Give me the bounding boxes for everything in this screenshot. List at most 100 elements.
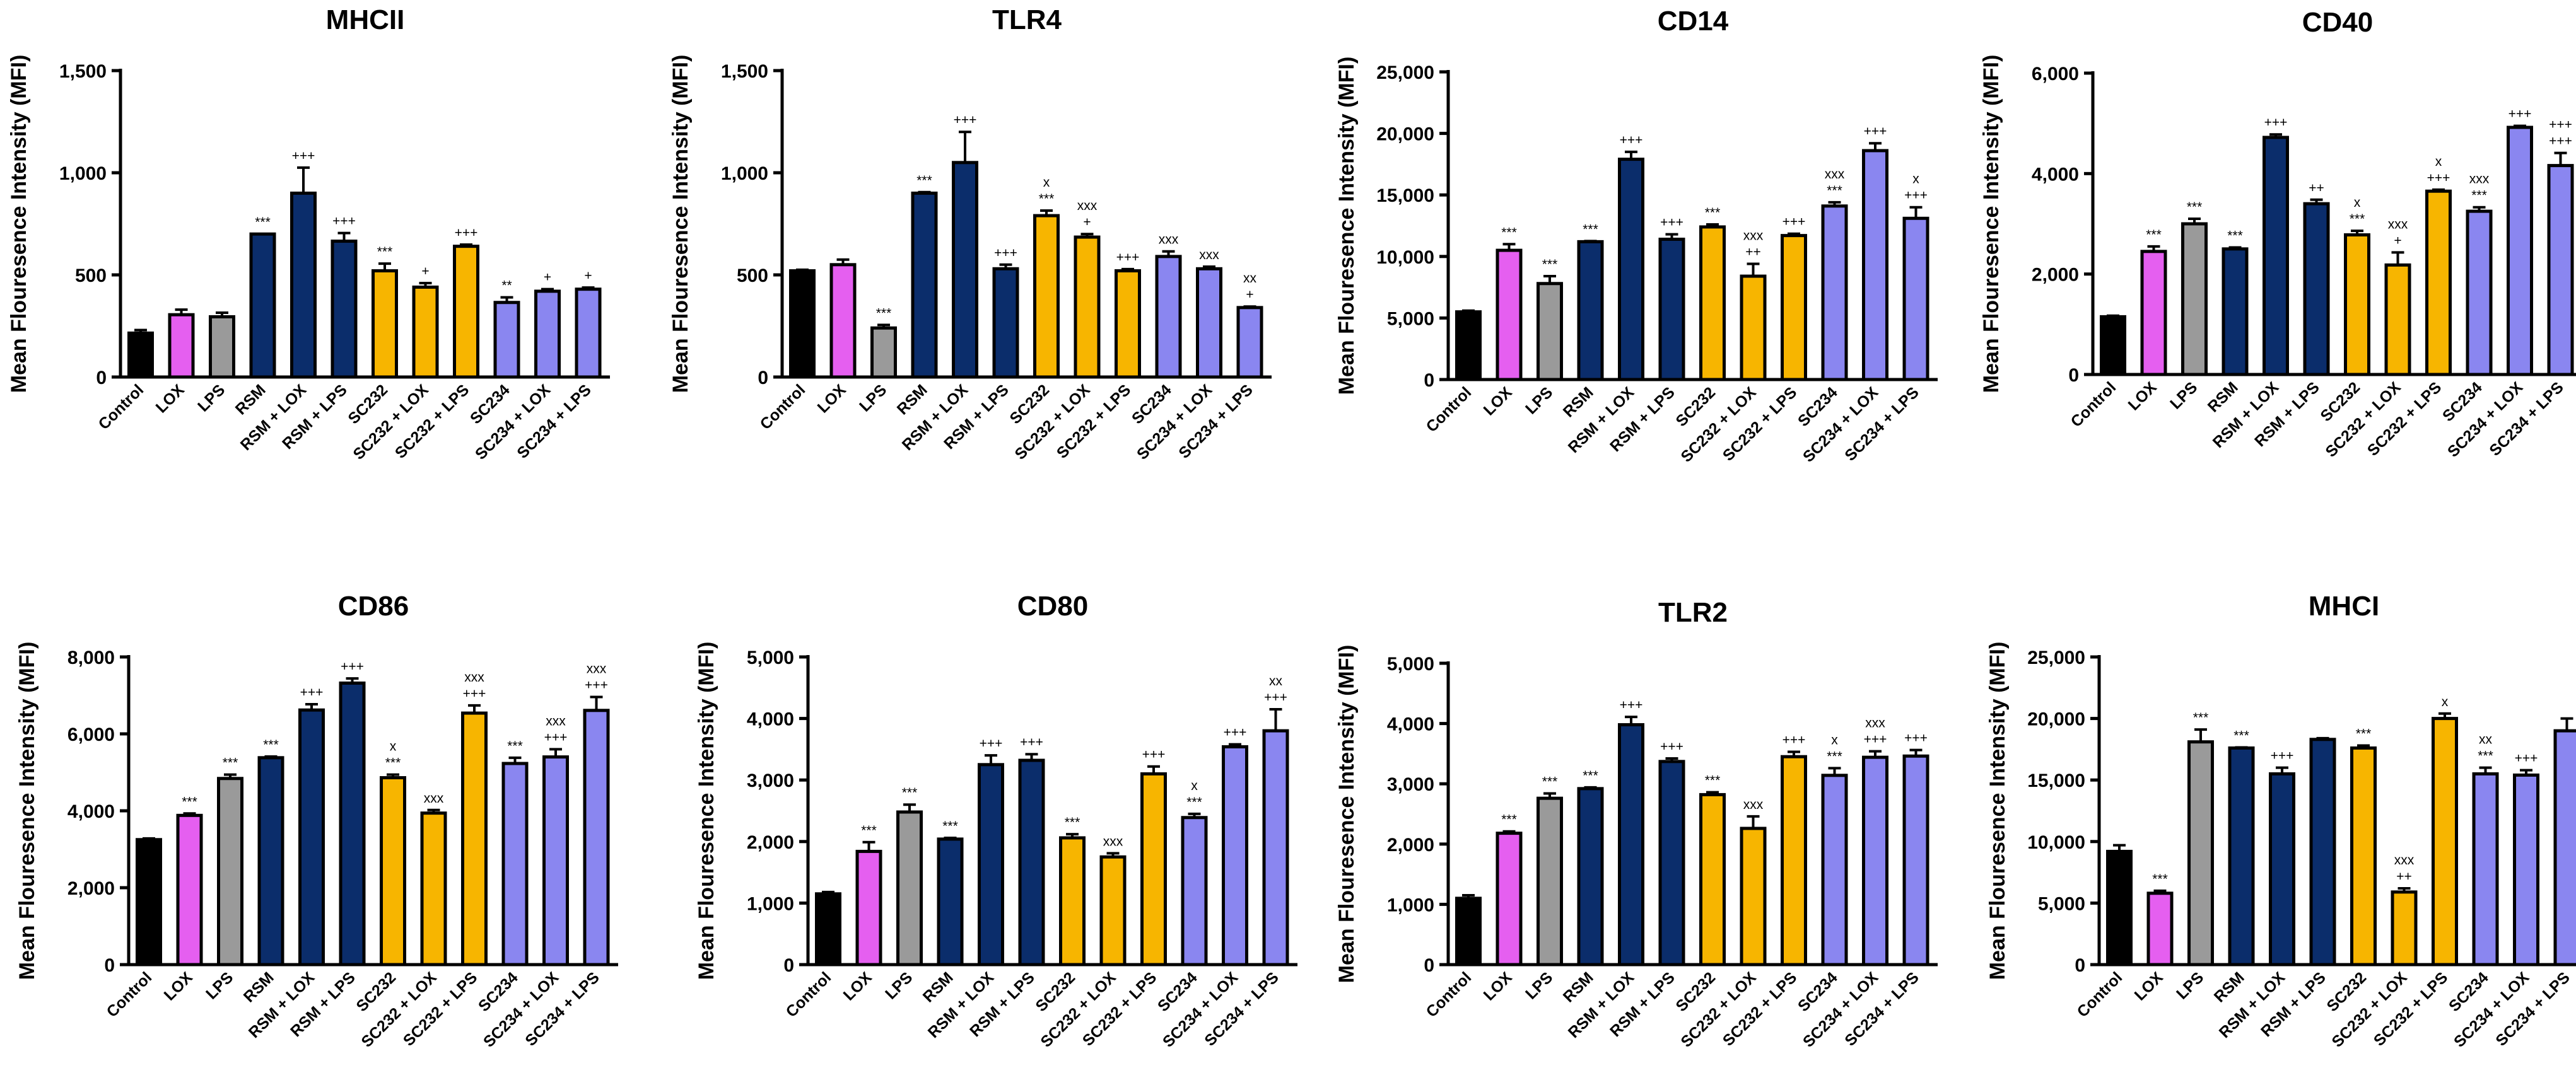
y-axis-label: Mean Flouresence Intensity (MFI) xyxy=(1979,55,2003,393)
bar-sc232-lps xyxy=(2425,189,2452,376)
y-tick-label: 4,000 xyxy=(2032,164,2079,185)
category-label: RSM xyxy=(2204,378,2242,415)
significance-label: + xyxy=(1246,287,1253,302)
bar-sc234-lox xyxy=(542,755,569,967)
significance-label: +++ xyxy=(1264,690,1287,705)
bar-sc232-lps xyxy=(1140,772,1167,967)
bar-sc232 xyxy=(2344,233,2370,376)
significance-label: *** xyxy=(377,245,393,259)
significance-label: xxx xyxy=(1159,233,1179,247)
bar-sc234-lps xyxy=(583,709,610,967)
bar-rsm xyxy=(1577,240,1604,381)
significance-label: +++ xyxy=(585,678,608,692)
bar-control xyxy=(815,892,841,967)
significance-label: +++ xyxy=(2549,118,2572,132)
y-tick-label: 3,000 xyxy=(1387,774,1434,795)
y-tick-label: 6,000 xyxy=(67,724,115,745)
bar-rsm-lox xyxy=(1618,723,1644,967)
significance-label: +++ xyxy=(455,226,478,240)
bar-rsm-lps xyxy=(1658,237,1685,381)
significance-label: +++ xyxy=(341,659,364,674)
significance-label: xxx xyxy=(1865,716,1885,731)
significance-label: *** xyxy=(1542,774,1558,789)
significance-label: *** xyxy=(2193,711,2209,725)
category-label: LPS xyxy=(1522,968,1556,1002)
y-tick-label: 0 xyxy=(1424,370,1434,391)
significance-label: *** xyxy=(876,306,892,320)
significance-label: +++ xyxy=(1904,189,1928,203)
chart-title: MHCI xyxy=(2309,591,2379,622)
y-tick-label: 2,000 xyxy=(2032,265,2079,286)
bar-sc234 xyxy=(1155,255,1182,379)
bar-sc232-lps xyxy=(1781,234,1807,381)
category-label: LPS xyxy=(882,968,916,1002)
bar-sc234 xyxy=(493,301,520,379)
y-tick-label: 4,000 xyxy=(747,709,794,730)
bar-rsm-lox xyxy=(298,708,325,967)
bar-sc232-lox xyxy=(1099,855,1127,967)
bar-control xyxy=(2106,849,2133,967)
bar-sc234-lps xyxy=(575,287,602,379)
significance-label: *** xyxy=(2187,200,2203,214)
bar-sc234-lox xyxy=(1222,745,1248,967)
category-label: LPS xyxy=(2173,968,2207,1002)
y-tick-label: 5,000 xyxy=(747,647,794,668)
significance-label: xxx xyxy=(464,670,484,685)
y-tick-label: 10,000 xyxy=(1376,247,1434,268)
bar-rsm xyxy=(1577,787,1604,967)
category-label: RSM xyxy=(2211,968,2248,1006)
significance-label: xxx xyxy=(1825,167,1845,182)
y-tick-label: 5,000 xyxy=(2038,893,2085,914)
y-tick-label: 1,000 xyxy=(1387,895,1434,915)
y-axis-label: Mean Flouresence Intensity (MFI) xyxy=(1335,57,1359,395)
significance-label: x xyxy=(2435,154,2442,169)
significance-label: +++ xyxy=(1783,733,1806,748)
significance-label: + xyxy=(1083,215,1091,229)
significance-label: +++ xyxy=(2271,749,2294,764)
bar-rsm xyxy=(2222,247,2249,376)
significance-label: +++ xyxy=(1660,216,1683,230)
y-tick-label: 0 xyxy=(758,368,768,388)
significance-label: *** xyxy=(1501,813,1517,827)
significance-label: *** xyxy=(1705,206,1721,220)
significance-label: + xyxy=(584,269,592,283)
y-tick-label: 6,000 xyxy=(2032,64,2079,84)
bar-control xyxy=(1455,310,1482,381)
significance-label: *** xyxy=(2152,872,2168,886)
significance-label: xxx xyxy=(587,661,607,676)
y-tick-label: 2,000 xyxy=(67,878,115,899)
significance-label: xx xyxy=(1243,271,1257,286)
chart-mhci: MHCI Mean Flouresence Intensity (MFI) 0 5,0… xyxy=(1986,591,2576,1051)
y-tick-label: 0 xyxy=(783,955,794,976)
bar-lps xyxy=(209,315,235,379)
bar-rsm-lps xyxy=(339,681,366,967)
bar-sc232-lps xyxy=(453,245,479,379)
bar-rsm-lox xyxy=(978,763,1004,967)
y-axis-label: Mean Flouresence Intensity (MFI) xyxy=(1986,642,2010,980)
y-axis-label: Mean Flouresence Intensity (MFI) xyxy=(1335,645,1359,984)
bar-sc232 xyxy=(1699,793,1726,967)
category-label: Control xyxy=(783,968,835,1021)
bar-sc232-lox xyxy=(412,285,439,379)
significance-label: x xyxy=(1191,779,1198,793)
bar-sc232-lps xyxy=(1115,269,1141,379)
bar-control xyxy=(127,331,154,379)
significance-label: +++ xyxy=(1020,735,1043,750)
significance-label: ++ xyxy=(1745,245,1761,260)
bar-rsm xyxy=(249,232,276,379)
category-label: RSM xyxy=(1560,968,1597,1006)
significance-label: *** xyxy=(2350,212,2365,226)
category-label: LPS xyxy=(2167,378,2201,412)
significance-label: *** xyxy=(182,794,197,809)
bar-sc234 xyxy=(2466,209,2493,376)
bar-control xyxy=(789,269,816,379)
y-tick-label: 1,000 xyxy=(59,163,107,184)
bar-sc234 xyxy=(2472,772,2499,967)
bar-lox xyxy=(1496,832,1523,967)
significance-label: *** xyxy=(2227,228,2243,243)
bar-rsm-lps xyxy=(2303,202,2330,376)
bar-sc234-lps xyxy=(2547,164,2574,376)
significance-label: +++ xyxy=(954,113,977,127)
bar-rsm-lps xyxy=(1018,758,1045,967)
